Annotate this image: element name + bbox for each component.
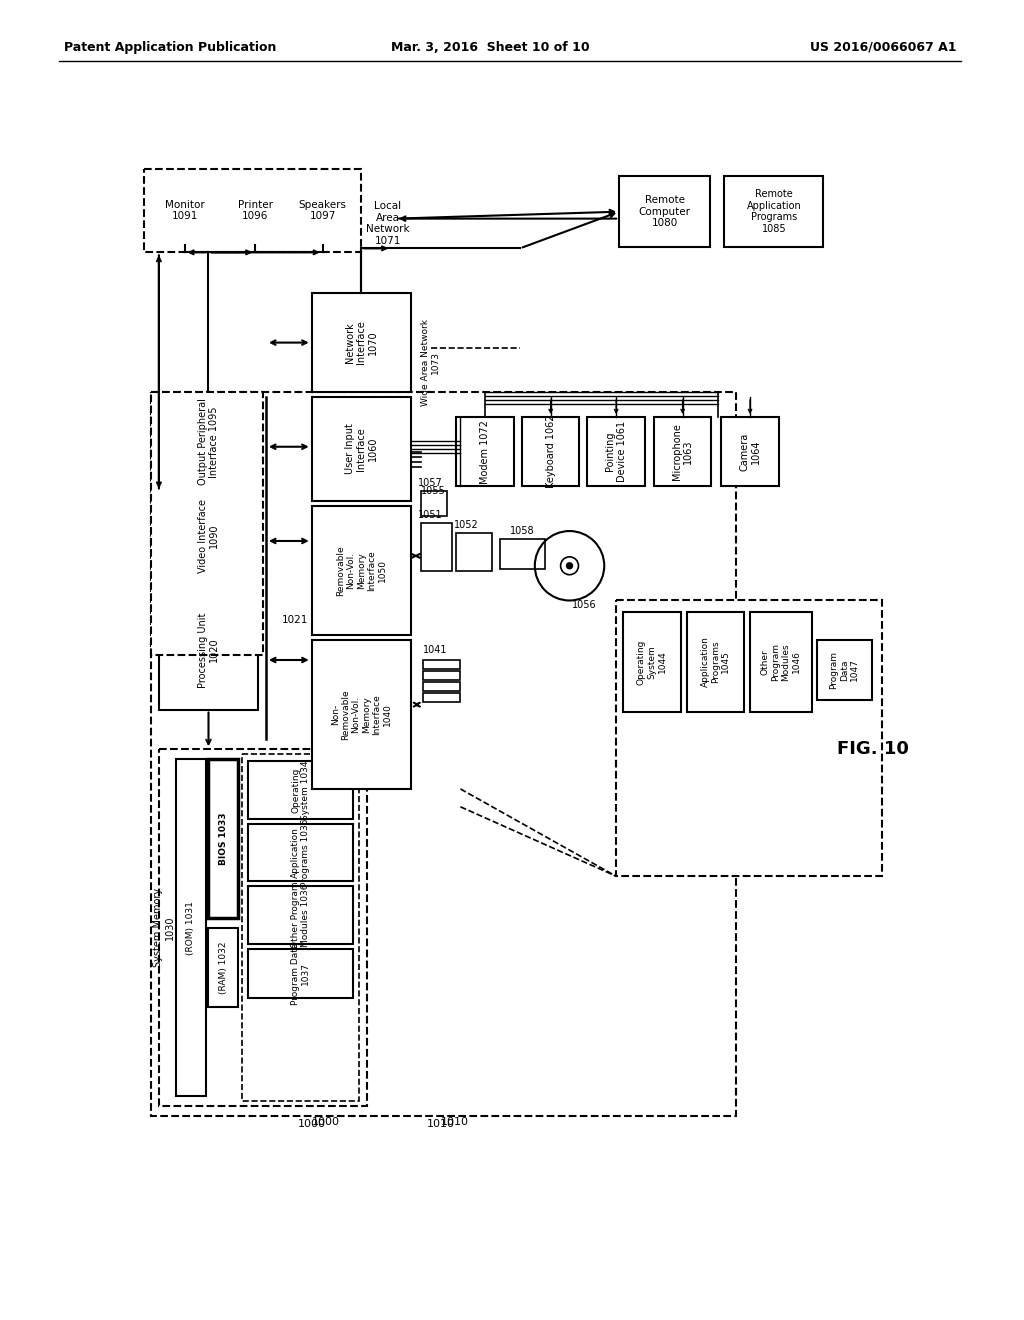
Text: US 2016/0066067 A1: US 2016/0066067 A1 (810, 41, 956, 54)
Text: Speakers
1097: Speakers 1097 (299, 199, 346, 222)
Text: User Input
Interface
1060: User Input Interface 1060 (345, 424, 378, 474)
Bar (423, 660, 461, 669)
Text: Remote
Application
Programs
1085: Remote Application Programs 1085 (746, 189, 801, 234)
Text: 1021: 1021 (282, 615, 308, 626)
Bar (721, 417, 779, 487)
Text: 1057: 1057 (418, 478, 443, 488)
Text: Video Interface
1090: Video Interface 1090 (198, 499, 219, 573)
Bar (616, 601, 882, 876)
Text: Network
Interface
1070: Network Interface 1070 (345, 321, 378, 364)
Text: Removable
Non-Vol.
Memory
Interface
1050: Removable Non-Vol. Memory Interface 1050 (336, 545, 386, 597)
Bar (144, 169, 361, 252)
Bar (421, 491, 446, 516)
Bar (159, 750, 368, 1106)
Text: Operating
System
1044: Operating System 1044 (637, 639, 667, 685)
Text: BIOS 1033: BIOS 1033 (219, 812, 228, 865)
Text: 1041: 1041 (423, 645, 447, 655)
Bar (750, 612, 812, 711)
Bar (209, 759, 239, 917)
Text: 1052: 1052 (454, 520, 479, 531)
Bar (457, 417, 514, 487)
Text: Other Program
Modules 1036: Other Program Modules 1036 (291, 882, 310, 948)
Bar (226, 176, 284, 246)
Text: 1000: 1000 (298, 1119, 326, 1129)
Text: 1010: 1010 (440, 1117, 469, 1127)
Bar (248, 824, 353, 882)
Text: Pointing
Device 1061: Pointing Device 1061 (605, 421, 627, 482)
Text: Operating
System 1034: Operating System 1034 (291, 760, 310, 820)
Bar (311, 293, 411, 392)
Bar (423, 693, 461, 702)
Circle shape (566, 562, 572, 569)
Bar (311, 640, 411, 789)
Text: Output Peripheral
Interface 1095: Output Peripheral Interface 1095 (198, 399, 219, 486)
Text: Application
Programs
1045: Application Programs 1045 (700, 636, 730, 688)
Bar (151, 392, 736, 1117)
Text: Modem 1072: Modem 1072 (480, 420, 490, 483)
Text: Non-
Removable
Non-Vol.
Memory
Interface
1040: Non- Removable Non-Vol. Memory Interface… (331, 689, 392, 741)
Bar (311, 397, 411, 502)
Text: Program
Data
1047: Program Data 1047 (829, 651, 859, 689)
Bar (292, 176, 353, 246)
Bar (248, 762, 353, 818)
Bar (159, 590, 258, 710)
Bar (151, 176, 218, 246)
Text: 1055: 1055 (421, 486, 445, 496)
Text: 1000: 1000 (311, 1117, 340, 1127)
Text: Monitor
1091: Monitor 1091 (165, 199, 205, 222)
Bar (159, 491, 258, 581)
Text: FIG. 10: FIG. 10 (838, 741, 909, 758)
Bar (522, 417, 580, 487)
Bar (686, 612, 744, 711)
Bar (457, 533, 493, 570)
Text: Other
Program
Modules
1046: Other Program Modules 1046 (761, 643, 801, 681)
Text: Remote
Computer
1080: Remote Computer 1080 (639, 195, 691, 228)
Bar (423, 682, 461, 690)
Bar (500, 539, 545, 569)
Bar (724, 176, 823, 247)
Text: Printer
1096: Printer 1096 (238, 199, 272, 222)
Text: Patent Application Publication: Patent Application Publication (63, 41, 276, 54)
Bar (311, 507, 411, 635)
Bar (248, 886, 353, 944)
Text: System Memory
1030: System Memory 1030 (153, 888, 175, 968)
Bar (423, 671, 461, 680)
Bar (248, 949, 353, 998)
Bar (209, 928, 239, 1007)
Text: (RAM) 1032: (RAM) 1032 (219, 941, 228, 994)
Bar (159, 397, 258, 487)
Text: 1051: 1051 (419, 510, 443, 520)
Bar (654, 417, 712, 487)
Bar (151, 392, 263, 655)
Bar (623, 612, 681, 711)
Text: Wide Area Network
1073: Wide Area Network 1073 (421, 319, 440, 407)
Bar (421, 523, 453, 570)
Text: Mar. 3, 2016  Sheet 10 of 10: Mar. 3, 2016 Sheet 10 of 10 (391, 41, 590, 54)
Text: 1056: 1056 (571, 601, 596, 610)
Text: 1010: 1010 (427, 1119, 455, 1129)
Bar (243, 754, 359, 1101)
Text: Local
Area
Network
1071: Local Area Network 1071 (367, 201, 410, 246)
Text: Camera
1064: Camera 1064 (739, 433, 761, 471)
Text: (ROM) 1031: (ROM) 1031 (186, 900, 196, 954)
Text: Processing Unit
1020: Processing Unit 1020 (198, 612, 219, 688)
Text: 1058: 1058 (510, 525, 535, 536)
Bar (588, 417, 645, 487)
Text: Program Data
1037: Program Data 1037 (291, 942, 310, 1005)
Text: Keyboard 1062: Keyboard 1062 (546, 414, 556, 488)
Text: Microphone
1063: Microphone 1063 (672, 424, 693, 480)
Text: Application
Programs 1035: Application Programs 1035 (291, 818, 310, 887)
Bar (620, 176, 711, 247)
Bar (817, 640, 872, 700)
Bar (176, 759, 206, 1097)
